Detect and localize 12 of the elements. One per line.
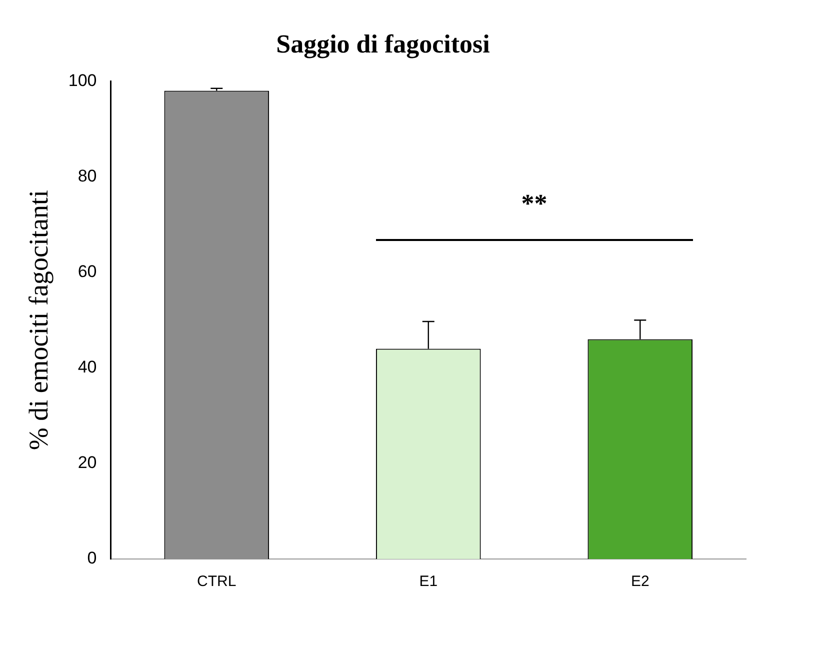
y-tick-label: 60: [78, 262, 97, 282]
chart-title: Saggio di fagocitosi: [276, 29, 490, 58]
y-tick-label: 80: [78, 166, 97, 186]
x-tick-label: CTRL: [197, 573, 236, 590]
y-tick-label: 40: [78, 358, 97, 377]
x-tick-label: E2: [630, 573, 650, 590]
y-tick-label: 100: [68, 70, 97, 90]
y-tick-label: 0: [87, 548, 97, 568]
y-tick-label: 20: [78, 453, 97, 472]
x-tick-label: E1: [419, 573, 438, 590]
y-axis-title: % di emociti fagocitanti: [23, 190, 54, 450]
annotation: **: [521, 188, 548, 219]
